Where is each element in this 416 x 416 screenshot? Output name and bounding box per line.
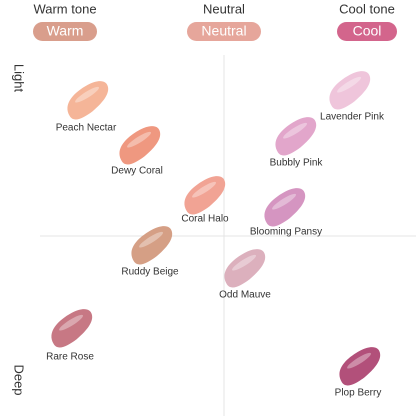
swatch-shape (275, 117, 317, 156)
swatch (275, 117, 317, 156)
swatch (119, 126, 161, 165)
swatch (264, 188, 306, 227)
swatch-shape (67, 81, 109, 120)
column-title: Neutral (203, 1, 245, 16)
swatch-shape (119, 126, 161, 165)
swatch-label: Ruddy Beige (121, 267, 179, 278)
swatch-label: Blooming Pansy (250, 227, 322, 238)
swatch (339, 347, 381, 386)
swatch-highlight (337, 76, 362, 93)
swatch-shape (131, 226, 173, 265)
swatch-highlight (272, 193, 297, 210)
swatch-highlight (139, 231, 164, 248)
pill-label: Cool (353, 23, 382, 39)
swatch-highlight (232, 254, 257, 271)
swatch-label: Dewy Coral (111, 166, 163, 177)
swatch (184, 176, 226, 215)
tone-pill (337, 22, 397, 41)
swatch (224, 249, 266, 288)
swatch (67, 81, 109, 120)
axis-light: Light (12, 64, 27, 93)
swatch-label: Odd Mauve (219, 290, 271, 301)
swatch-shape (51, 309, 93, 348)
swatch-label: Lavender Pink (320, 112, 385, 123)
swatch-label: Rare Rose (46, 352, 94, 363)
swatch-shape (184, 176, 226, 215)
swatch-label: Bubbly Pink (270, 158, 324, 169)
axis-deep: Deep (12, 364, 27, 395)
swatch (329, 71, 371, 110)
swatch-label: Coral Halo (181, 214, 229, 225)
swatch-highlight (127, 131, 152, 148)
swatch-highlight (192, 181, 217, 198)
swatch (131, 226, 173, 265)
column-title: Cool tone (339, 1, 395, 16)
pill-label: Neutral (201, 23, 246, 39)
swatch-highlight (75, 86, 100, 103)
tone-pill (187, 22, 261, 41)
swatch-label: Peach Nectar (56, 123, 117, 134)
column-title: Warm tone (33, 1, 96, 16)
pill-label: Warm (47, 23, 84, 39)
tone-pill (33, 22, 97, 41)
swatch-highlight (347, 352, 372, 369)
swatch-shape (264, 188, 306, 227)
swatch-shape (339, 347, 381, 386)
swatch-highlight (283, 122, 308, 139)
swatch-highlight (59, 314, 84, 331)
swatch-label: Plop Berry (335, 388, 382, 399)
swatch-shape (329, 71, 371, 110)
swatch-shape (224, 249, 266, 288)
swatch (51, 309, 93, 348)
